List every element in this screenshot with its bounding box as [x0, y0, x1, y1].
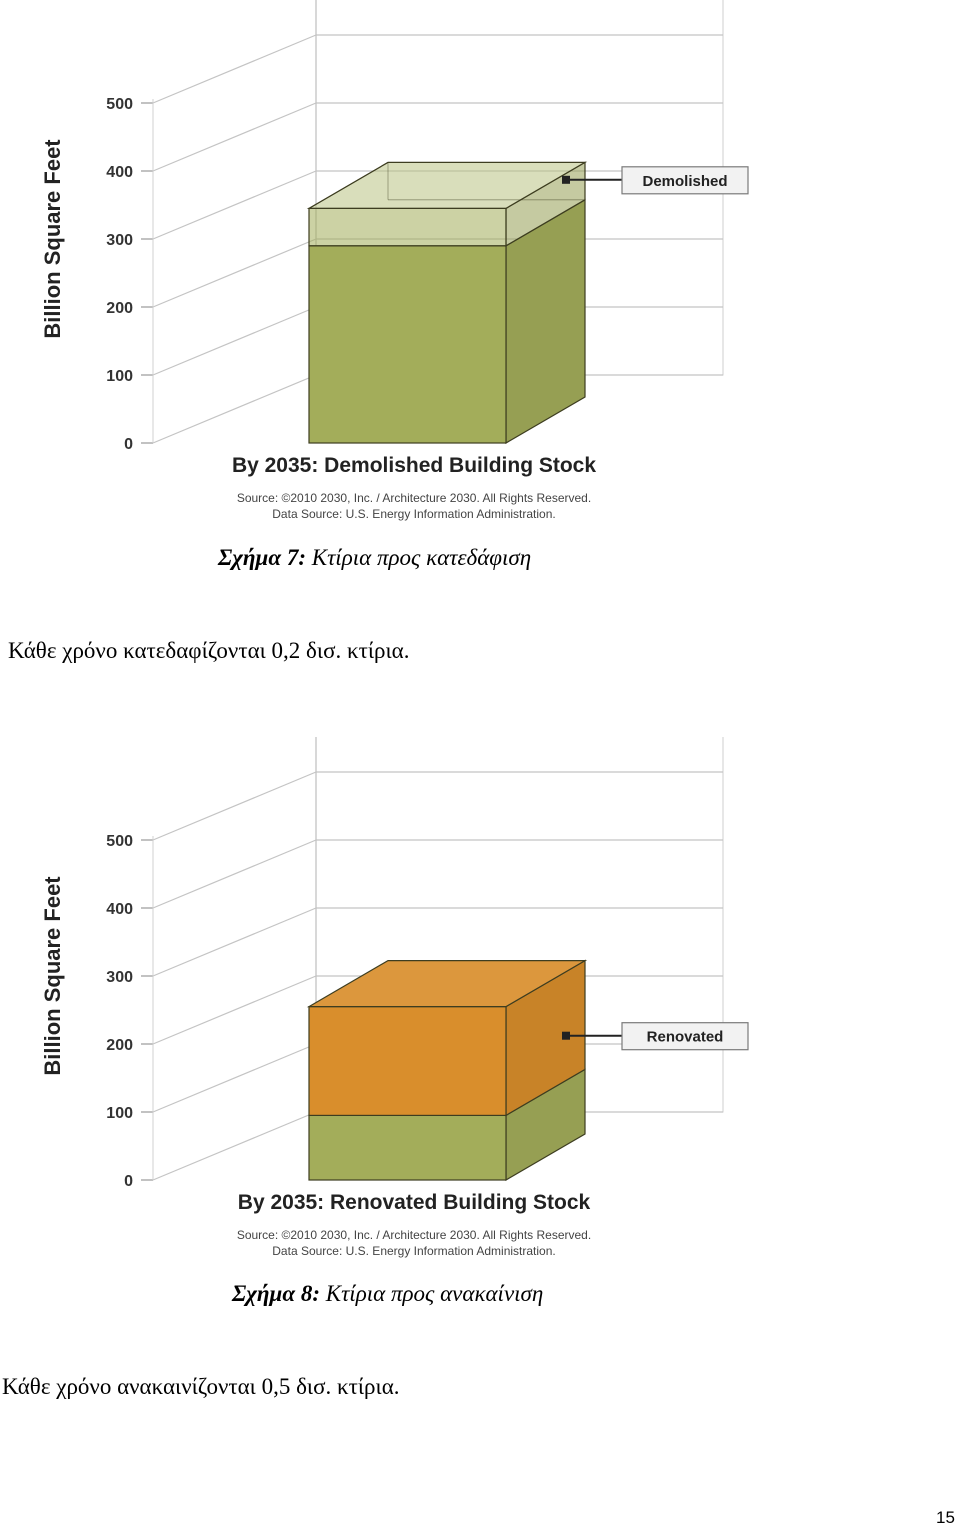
gridline-side — [152, 102, 317, 172]
gridline-side — [152, 306, 317, 376]
legend-label: Demolished — [642, 173, 727, 190]
y-tick-label: 300 — [106, 969, 133, 986]
gridline-side — [152, 907, 317, 977]
y-tick-label: 200 — [106, 300, 133, 317]
body-text-demolished: Κάθε χρόνο κατεδαφίζονται 0,2 δισ. κτίρι… — [8, 638, 410, 663]
y-tick-label: 400 — [106, 164, 133, 181]
legend-box — [621, 1022, 749, 1051]
chart-source-line-2: Data Source: U.S. Energy Information Adm… — [272, 507, 555, 521]
gridline-side — [152, 374, 317, 444]
chart-renovated-svg: 0 100 200 300 400 500 Billion Square Feet Renov… — [40, 737, 749, 1258]
chart-demolished: 0 100 200 300 400 500 Billion Square Feet Demol… — [0, 0, 960, 540]
bar-front-face-base — [308, 245, 507, 444]
chart-source-line-1: Source: ©2010 2030, Inc. / Architecture … — [237, 1228, 591, 1242]
chart-demolished-svg: 0 100 200 300 400 500 Billion Square Feet Demol… — [40, 0, 749, 521]
y-tick-label: 500 — [106, 833, 133, 850]
gridline-side — [152, 238, 317, 308]
figure-8-label: Σχήμα 8: — [232, 1281, 320, 1306]
y-axis-title: Billion Square Feet — [40, 876, 65, 1076]
gridline-side — [152, 771, 317, 841]
gridline-side — [152, 34, 317, 104]
bar-front-face-base — [308, 1114, 507, 1181]
gridline-side — [152, 839, 317, 909]
gridline-side — [152, 1111, 317, 1181]
legend-marker — [562, 175, 570, 184]
gridline-side — [152, 170, 317, 240]
chart-title: By 2035: Demolished Building Stock — [232, 454, 596, 477]
figure-7-text: Κτίρια προς κατεδάφιση — [311, 545, 532, 570]
y-tick-label: 400 — [106, 901, 133, 918]
y-axis-title: Billion Square Feet — [40, 139, 65, 339]
legend-label: Renovated — [647, 1029, 724, 1046]
y-tick-label: 100 — [106, 368, 133, 385]
y-tick-label: 0 — [124, 1173, 133, 1190]
chart-renovated: 0 100 200 300 400 500 Billion Square Feet Renov… — [0, 737, 960, 1277]
legend-box — [621, 166, 749, 195]
chart-title: By 2035: Renovated Building Stock — [238, 1191, 591, 1214]
bar-front-face-demolished — [308, 207, 507, 247]
chart-source-line-2: Data Source: U.S. Energy Information Adm… — [272, 1244, 555, 1258]
y-tick-label: 500 — [106, 96, 133, 113]
body-text-renovated: Κάθε χρόνο ανακαινίζονται 0,5 δισ. κτίρι… — [2, 1374, 400, 1399]
y-tick-label: 0 — [124, 436, 133, 453]
figure-7-caption: Σχήμα 7: Κτίρια προς κατεδάφιση — [218, 545, 531, 571]
figure-8-caption: Σχήμα 8: Κτίρια προς ανακαίνιση — [232, 1281, 543, 1307]
gridline-side — [152, 975, 317, 1045]
gridline-side — [152, 1043, 317, 1113]
legend-marker — [562, 1031, 570, 1040]
figure-8-text: Κτίρια προς ανακαίνιση — [325, 1281, 544, 1306]
bar-hidden-edge — [308, 161, 389, 209]
y-tick-label: 100 — [106, 1105, 133, 1122]
page-number: 15 — [936, 1508, 955, 1527]
y-tick-label: 300 — [106, 232, 133, 249]
figure-7-label: Σχήμα 7: — [218, 545, 306, 570]
y-tick-label: 200 — [106, 1037, 133, 1054]
bar-top-face — [306, 960, 588, 1008]
bar-front-face-renovated — [308, 1006, 507, 1117]
chart-source-line-1: Source: ©2010 2030, Inc. / Architecture … — [237, 491, 591, 505]
